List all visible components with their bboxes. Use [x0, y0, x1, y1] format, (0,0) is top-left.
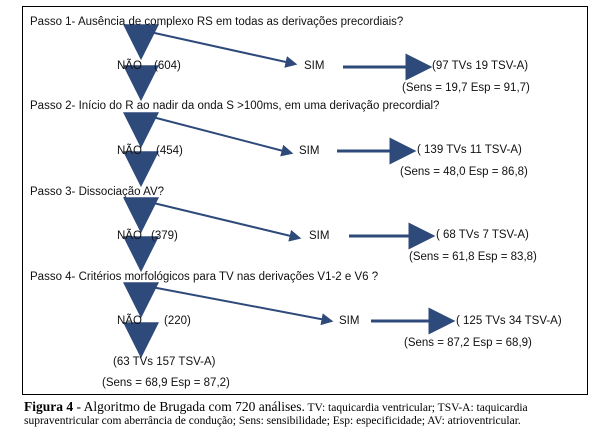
step3-stats: (Sens = 61,8 Esp = 83,8): [409, 251, 537, 263]
step2-no-label: NÃO: [117, 145, 142, 157]
step1-yes-label: SIM: [304, 60, 325, 72]
step2-yes-result: ( 139 TVs 11 TSV-A): [417, 144, 522, 156]
step4-no-count: (220): [164, 315, 191, 327]
step4-question: Passo 4- Critérios morfológicos para TV …: [30, 271, 379, 283]
step4-arrows: [123, 236, 456, 359]
step4-stats: (Sens = 87,2 Esp = 68,9): [404, 337, 532, 349]
step4-no-label: NÃO: [117, 315, 142, 327]
final-stats: (Sens = 68,9 Esp = 87,2): [102, 377, 230, 389]
step3-yes-label: SIM: [309, 230, 330, 242]
step4-yes-result: ( 125 TVs 34 TSV-A): [456, 315, 562, 327]
step1-diag-arrow: [140, 29, 298, 68]
step1-arrows: [123, 24, 433, 81]
step2-stats: (Sens = 48,0 Esp = 86,8): [400, 166, 528, 178]
step1-yes-result: (97 TVs 19 TSV-A): [432, 60, 529, 72]
step3-no-count: (379): [151, 230, 178, 242]
step2-yes-label: SIM: [299, 145, 320, 157]
step1-no-count: (604): [154, 60, 181, 72]
caption-figure-label: Figura 4: [24, 399, 74, 414]
step1-no-label: NÃO: [117, 60, 142, 72]
step2-diag-arrow: [140, 113, 294, 157]
step3-diag-arrow: [140, 199, 302, 242]
final-result: (63 TVs 157 TSV-A): [113, 356, 216, 368]
figure-caption: Figura 4 - Algoritmo de Brugada com 720 …: [24, 400, 590, 428]
step4-yes-label: SIM: [339, 315, 360, 327]
step1-question: Passo 1- Ausência de complexo RS em toda…: [30, 16, 404, 28]
step2-arrows: [123, 65, 417, 165]
step2-question: Passo 2- Início do R ao nadir da onda S …: [30, 100, 440, 112]
step3-arrows: [123, 151, 436, 250]
step1-stats: (Sens = 19,7 Esp = 91,7): [402, 82, 530, 94]
diagram-frame: [22, 6, 588, 395]
step2-no-count: (454): [156, 145, 183, 157]
step3-yes-result: ( 68 TVs 7 TSV-A): [436, 229, 529, 241]
caption-body: TV: taquicardia ventricular; TSV-A: taqu…: [24, 402, 528, 427]
step3-question: Passo 3- Dissociação AV?: [30, 186, 165, 198]
step4-diag-arrow: [140, 284, 334, 326]
step3-no-label: NÃO: [117, 230, 142, 242]
caption-title: - Algoritmo de Brugada com 720 análises.: [73, 399, 305, 414]
